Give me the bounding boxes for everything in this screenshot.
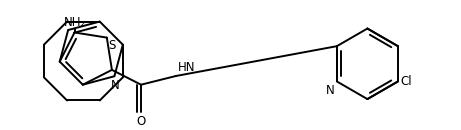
- Text: S: S: [109, 39, 116, 52]
- Text: N: N: [111, 79, 120, 92]
- Text: NH₂: NH₂: [64, 16, 86, 29]
- Text: N: N: [326, 84, 335, 97]
- Text: O: O: [136, 115, 146, 128]
- Text: Cl: Cl: [401, 75, 412, 88]
- Text: HN: HN: [178, 61, 195, 74]
